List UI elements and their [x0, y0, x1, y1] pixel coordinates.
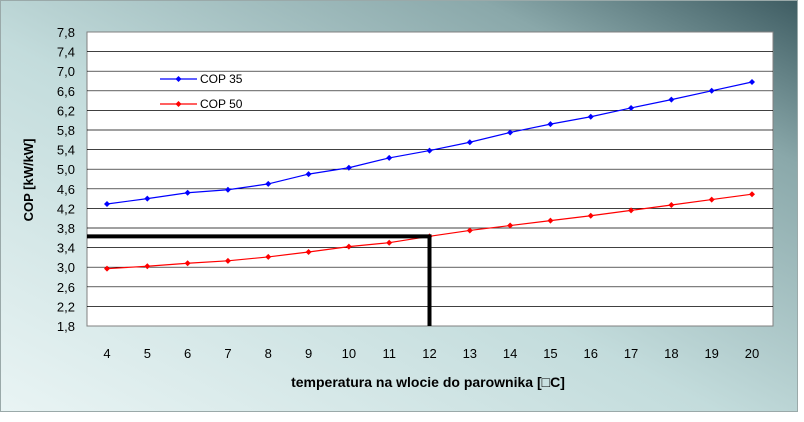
y-axis-label: COP [kW/kW]	[21, 139, 36, 222]
x-tick-label: 20	[745, 346, 759, 361]
x-tick-label: 8	[265, 346, 272, 361]
y-tick-label: 7,0	[57, 64, 75, 79]
legend: COP 35 COP 50	[160, 72, 243, 111]
x-tick-label: 14	[503, 346, 517, 361]
data-point	[184, 260, 191, 267]
data-point	[587, 113, 594, 120]
data-point	[507, 129, 514, 136]
data-point	[708, 196, 715, 203]
data-point	[305, 171, 312, 178]
data-point	[305, 249, 312, 256]
data-point	[144, 263, 151, 270]
y-tick-label: 3,4	[57, 241, 75, 256]
y-tick-label: 4,6	[57, 182, 75, 197]
y-tick-label: 3,0	[57, 260, 75, 275]
y-tick-labels: 1,8 2,2 2,6 3,0 3,4 3,8 4,2 4,6 5,0 5,4 5,8 6,2 6,6 7…	[57, 25, 75, 334]
x-axis-label: temperatura na wlocie do parownika [□C]	[291, 374, 565, 390]
y-tick-label: 6,2	[57, 103, 75, 118]
x-tick-label: 16	[584, 346, 598, 361]
legend-swatch-marker	[175, 76, 182, 82]
data-point	[749, 191, 755, 198]
x-tick-labels: 4 5 6 7 8 9 10 11 12 13 14 15 16 17 18 19 20	[103, 346, 759, 361]
data-point	[265, 253, 272, 260]
data-point	[184, 189, 191, 196]
y-tick-label: 5,8	[57, 123, 75, 138]
y-tick-label: 2,2	[57, 299, 75, 314]
data-point	[628, 104, 635, 111]
y-tick-label: 7,4	[57, 45, 75, 60]
data-point	[708, 87, 715, 94]
data-point	[386, 239, 393, 246]
x-axis-label-unit: C]	[550, 374, 565, 390]
x-tick-label: 15	[543, 346, 557, 361]
x-tick-label: 9	[305, 346, 312, 361]
x-tick-label: 18	[664, 346, 678, 361]
chart-border	[0, 0, 798, 412]
data-point	[224, 186, 231, 193]
data-point	[265, 180, 272, 187]
x-tick-label: 13	[463, 346, 477, 361]
x-tick-label: 11	[382, 346, 396, 361]
reference-lines	[87, 234, 432, 326]
data-point	[466, 227, 473, 234]
data-point	[426, 147, 433, 154]
data-point	[507, 222, 514, 229]
legend-label: COP 35	[200, 72, 243, 86]
x-axis-label-text: temperatura na wlocie do parownika [	[291, 374, 542, 390]
x-tick-label: 12	[422, 346, 436, 361]
y-tick-label: 1,8	[57, 319, 75, 334]
legend-label: COP 50	[200, 97, 243, 111]
y-tick-label: 7,8	[57, 25, 75, 40]
x-tick-label: 19	[704, 346, 718, 361]
x-tick-label: 7	[224, 346, 231, 361]
data-point	[466, 139, 473, 146]
x-tick-label: 10	[342, 346, 356, 361]
data-point	[345, 243, 352, 250]
data-point	[144, 195, 151, 202]
y-tick-label: 6,6	[57, 84, 75, 99]
data-point	[668, 96, 675, 103]
y-tick-label: 5,0	[57, 162, 75, 177]
x-tick-label: 5	[144, 346, 151, 361]
data-point	[104, 265, 110, 272]
x-tick-label: 4	[103, 346, 110, 361]
x-tick-label: 17	[624, 346, 638, 361]
x-tick-label: 6	[184, 346, 191, 361]
legend-swatch-marker	[175, 101, 182, 107]
y-tick-label: 3,8	[57, 221, 75, 236]
data-point	[668, 201, 675, 208]
data-point	[749, 78, 755, 85]
data-point	[345, 164, 352, 171]
data-point	[587, 212, 594, 219]
series-group	[104, 78, 755, 272]
data-point	[628, 207, 635, 214]
data-point	[104, 200, 110, 207]
y-tick-label: 5,4	[57, 143, 75, 158]
y-tick-label: 2,6	[57, 280, 75, 295]
data-point	[547, 121, 554, 128]
data-point	[224, 257, 231, 264]
degree-glyph: □	[542, 374, 551, 390]
data-point	[547, 217, 554, 224]
data-point	[386, 154, 393, 161]
y-tick-label: 4,2	[57, 201, 75, 216]
